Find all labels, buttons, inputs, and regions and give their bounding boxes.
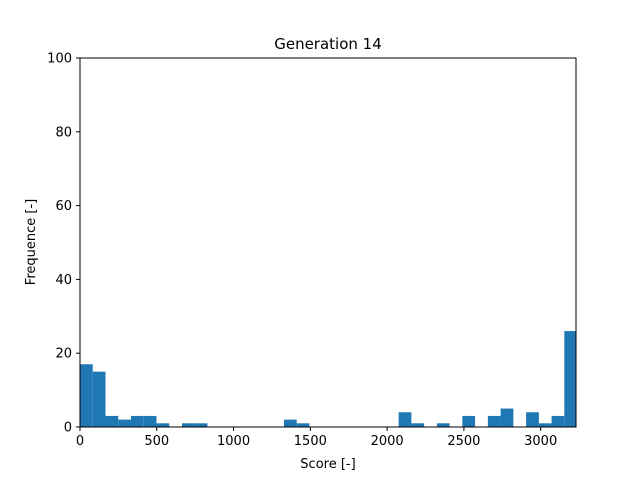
histogram-bar-1 [92, 371, 106, 427]
plot-frame [79, 57, 577, 428]
x-tick-label-1: 500 [144, 434, 169, 449]
x-tick-label-5: 2500 [447, 434, 480, 449]
histogram-bar-13 [436, 423, 450, 427]
x-axis-ticks: 0 500 1000 1500 2000 2500 3000 [76, 427, 557, 449]
y-tick-label-0: 0 [64, 421, 72, 436]
histogram-bar-18 [538, 423, 552, 427]
histogram-bar-16 [500, 408, 514, 427]
x-tick-label-6: 3000 [524, 434, 557, 449]
histogram-bar-4 [130, 415, 144, 427]
y-tick-label-1: 20 [55, 347, 72, 362]
y-axis-ticks: 0 20 40 60 80 100 [47, 52, 80, 436]
histogram-bar-15 [487, 415, 501, 427]
histogram-bar-0 [80, 364, 93, 427]
histogram-bar-3 [118, 419, 131, 427]
x-axis-label: Score [-] [300, 457, 355, 472]
x-tick-label-2: 1000 [217, 434, 250, 449]
histogram-bar-20 [564, 331, 576, 427]
y-tick-label-5: 100 [47, 52, 72, 67]
x-tick-label-4: 2000 [371, 434, 404, 449]
histogram-bar-14 [462, 415, 476, 427]
y-axis-label: Frequence [-] [24, 199, 39, 285]
histogram-bar-5 [143, 415, 157, 427]
x-tick-label-0: 0 [76, 434, 84, 449]
y-tick-label-3: 60 [55, 199, 72, 214]
y-tick-label-4: 80 [55, 125, 72, 140]
histogram-bar-9 [283, 419, 297, 427]
histogram-bar-11 [398, 412, 412, 427]
histogram-bar-17 [526, 412, 539, 427]
histogram-bar-10 [296, 423, 310, 427]
histogram-bar-8 [194, 423, 208, 427]
chart-title: Generation 14 [274, 35, 382, 53]
bars-group [80, 331, 576, 427]
histogram-bar-19 [551, 415, 565, 427]
x-tick-label-3: 1500 [294, 434, 327, 449]
histogram-bar-12 [411, 423, 425, 427]
y-tick-label-2: 40 [55, 273, 72, 288]
histogram-bar-6 [156, 423, 170, 427]
histogram-bar-2 [105, 415, 119, 427]
histogram-bar-7 [181, 423, 195, 427]
